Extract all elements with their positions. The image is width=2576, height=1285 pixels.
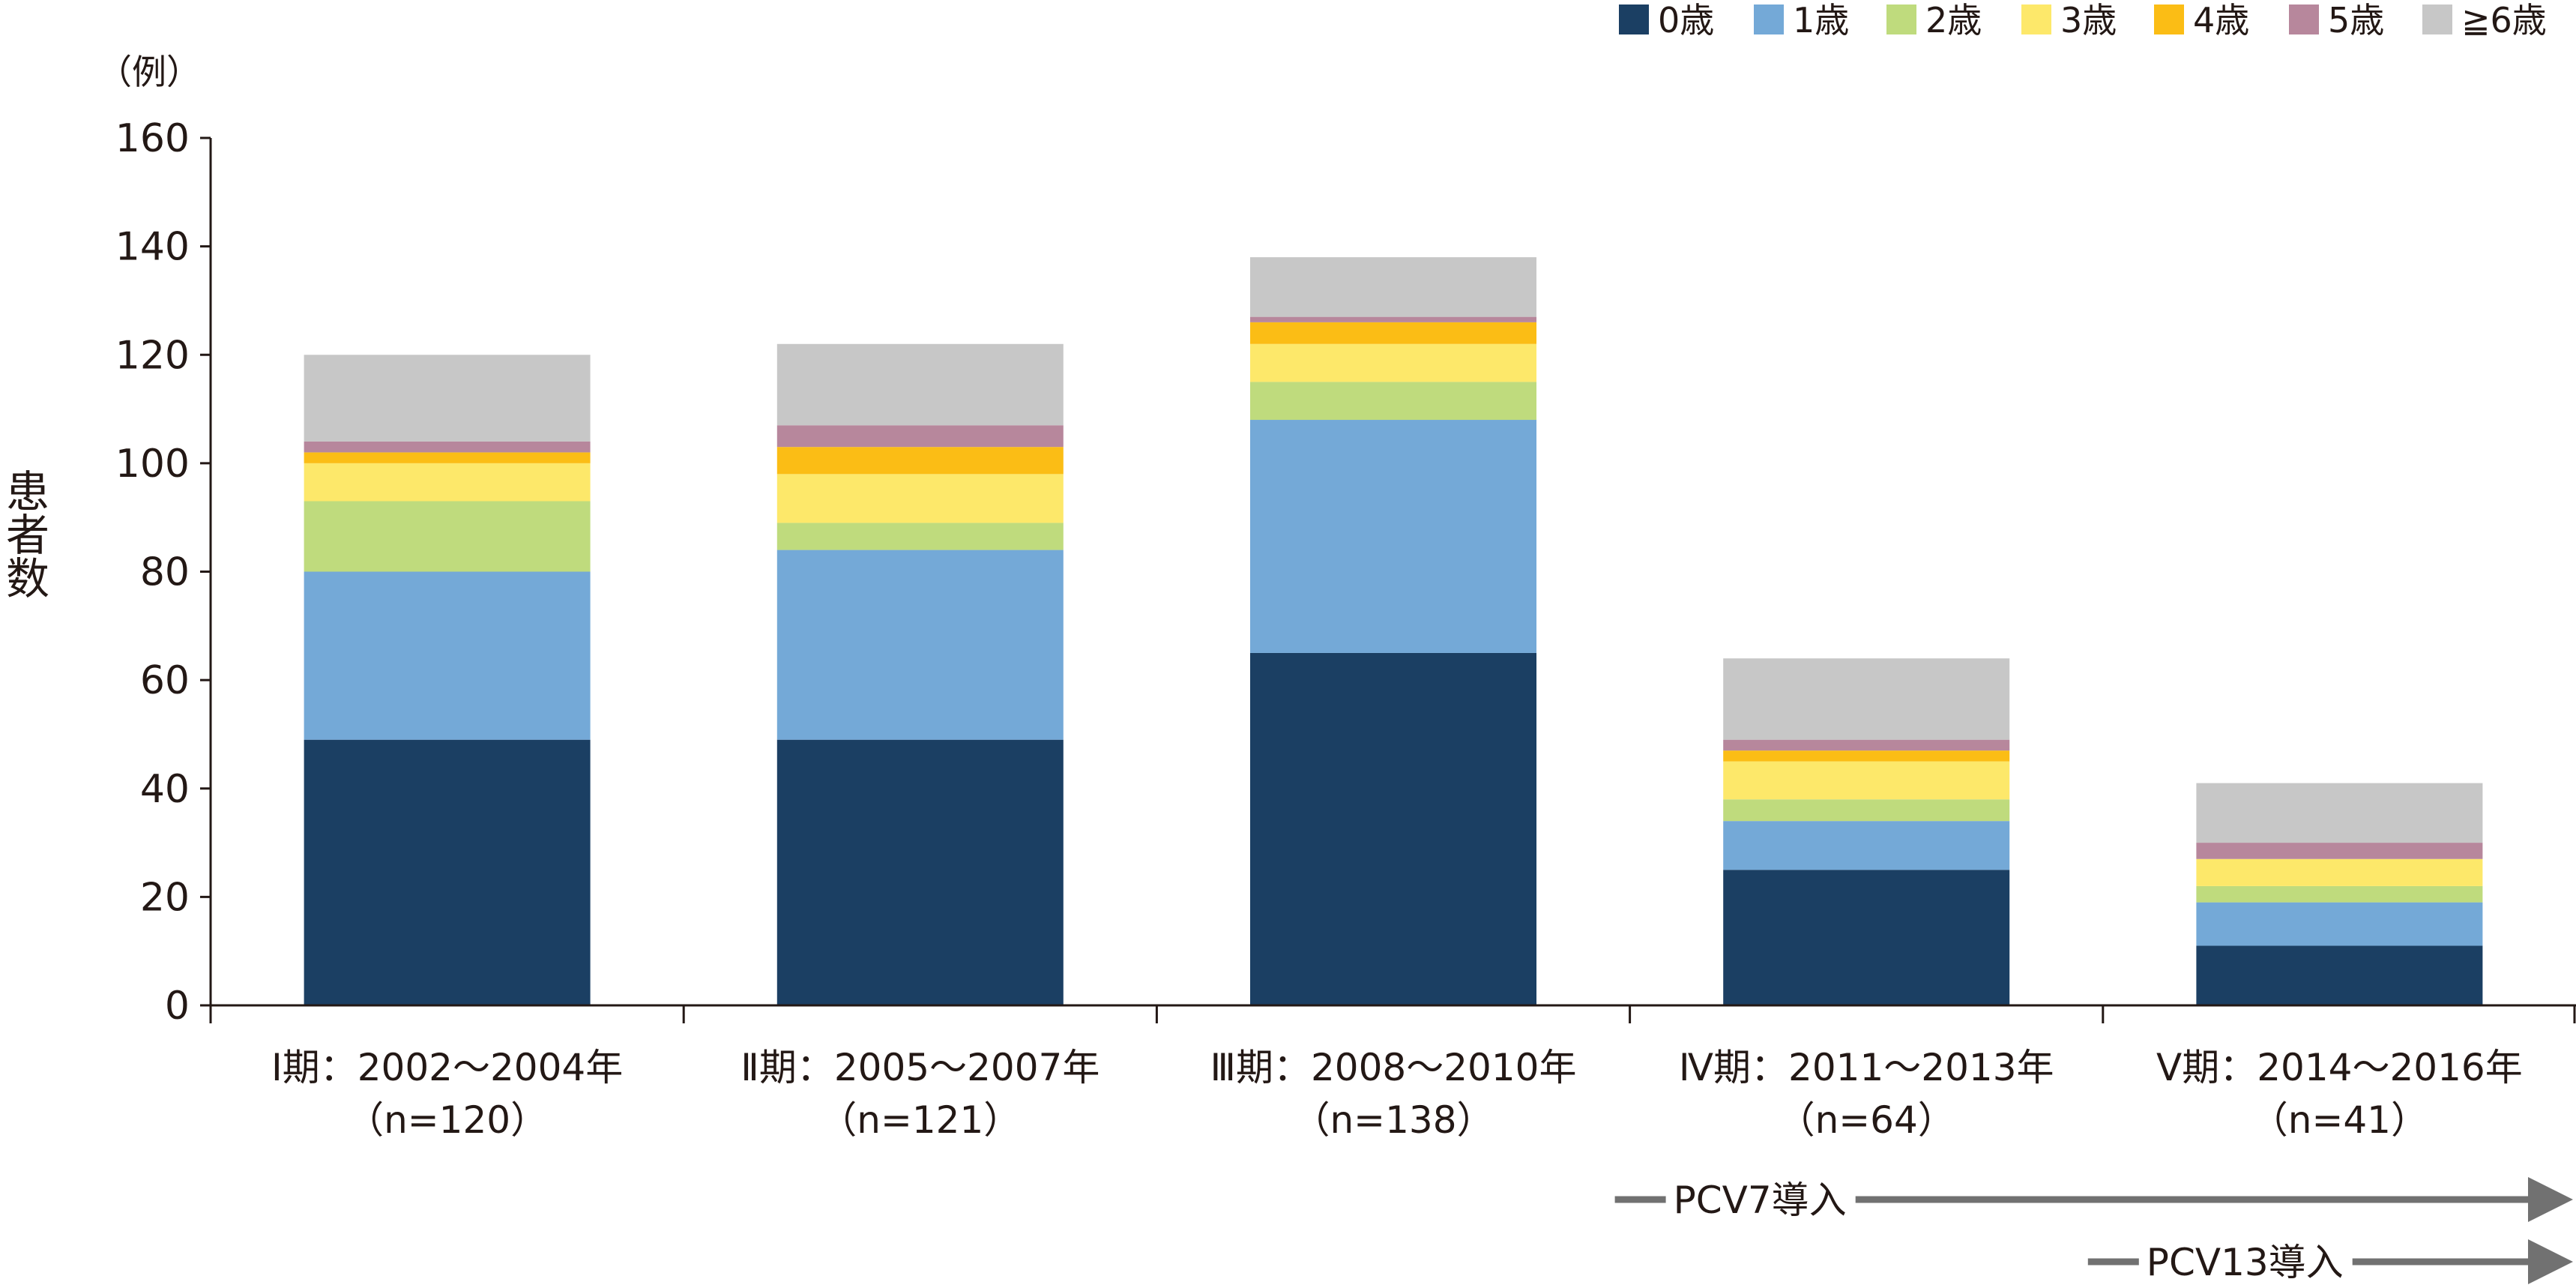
bar-segment	[1723, 658, 2010, 740]
legend-label: 5歳	[2328, 0, 2384, 40]
bar-segment	[304, 441, 591, 453]
bar-segment	[1250, 322, 1536, 344]
bar-segment	[304, 739, 591, 1005]
bar-segment	[776, 447, 1064, 475]
annotation-arrow: PCV13導入	[2087, 1239, 2573, 1284]
bar-segment	[1250, 652, 1536, 1005]
bar-segment	[776, 474, 1064, 523]
y-tick-label: 40	[140, 767, 190, 812]
x-tick-sublabel: （n=64）	[1778, 1098, 1955, 1142]
bar-segment	[304, 463, 591, 502]
bar-segment	[1723, 799, 2010, 822]
bar-segment	[2196, 858, 2483, 886]
bar-segment	[2196, 945, 2483, 1005]
legend-swatch	[2021, 4, 2051, 34]
bar-segment	[2196, 783, 2483, 843]
legend-label: 1歳	[1793, 0, 1849, 40]
legend-swatch	[2154, 4, 2184, 34]
bar-segment	[776, 739, 1064, 1005]
bar-segment	[1723, 821, 2010, 870]
arrow-head	[2528, 1177, 2573, 1222]
legend-label: 2歳	[1925, 0, 1982, 40]
bar-segment	[304, 571, 591, 740]
bar-segment	[304, 452, 591, 463]
bar-stack	[1250, 257, 1536, 1005]
arrow-head	[2528, 1239, 2573, 1284]
bar-segment	[304, 501, 591, 572]
annotation-label: PCV13導入	[2147, 1241, 2344, 1284]
bar-segment	[1723, 739, 2010, 751]
legend-item: 2歳	[1886, 0, 1982, 40]
bar-segment	[304, 355, 591, 442]
x-tick-sublabel: （n=121）	[819, 1098, 1021, 1142]
annotation-label: PCV7導入	[1674, 1179, 1847, 1222]
legend-item: 5歳	[2289, 0, 2384, 40]
bars	[304, 257, 2483, 1005]
y-axis-label: 患者数	[0, 469, 49, 599]
bar-segment	[2196, 843, 2483, 859]
legend-swatch	[1619, 4, 1649, 34]
legend-item: ≧6歳	[2422, 0, 2547, 40]
bar-stack	[1723, 658, 2010, 1005]
x-axis: Ⅰ期：2002～2004年 （n=120） Ⅱ期：2005～2007年 （n=121）…	[209, 1004, 2576, 1142]
x-tick-label: Ⅳ期：2011～2013年	[1679, 1046, 2054, 1089]
bar-segment	[1250, 382, 1536, 421]
legend-label: 4歳	[2193, 0, 2249, 40]
legend-label: 0歳	[1658, 0, 1714, 40]
annotations: PCV7導入 PCV13導入	[1614, 1177, 2573, 1284]
legend-item: 0歳	[1619, 0, 1714, 40]
x-tick-sublabel: （n=138）	[1292, 1098, 1494, 1142]
y-axis: 0 20 40 60 80 100 120 140 160	[115, 116, 212, 1029]
bar-segment	[776, 550, 1064, 740]
bar-segment	[1723, 750, 2010, 762]
bar-segment	[776, 343, 1064, 426]
x-tick-label: Ⅴ期：2014～2016年	[2156, 1046, 2523, 1089]
bar-stack	[776, 343, 1064, 1005]
legend-swatch	[2422, 4, 2452, 34]
legend: 0歳 1歳 2歳 3歳 4歳 5歳 ≧6歳	[1619, 0, 2547, 40]
y-tick-label: 0	[165, 984, 190, 1029]
y-tick-label: 80	[140, 550, 190, 595]
y-tick-label: 120	[115, 333, 190, 378]
x-tick-label: Ⅰ期：2002～2004年	[271, 1046, 623, 1089]
y-tick-label: 100	[115, 442, 190, 487]
bar-segment	[2196, 885, 2483, 903]
bar-segment	[1723, 870, 2010, 1005]
x-tick-sublabel: （n=41）	[2251, 1098, 2428, 1142]
x-tick-sublabel: （n=120）	[346, 1098, 548, 1142]
bar-stack	[2196, 783, 2483, 1005]
bar-segment	[1250, 257, 1536, 317]
bar-segment	[1250, 316, 1536, 322]
legend-swatch	[2289, 4, 2319, 34]
annotation-arrow: PCV7導入	[1614, 1177, 2573, 1222]
y-tick-label: 60	[140, 658, 190, 703]
legend-label: ≧6歳	[2461, 0, 2547, 40]
y-tick-label: 20	[140, 875, 190, 920]
bar-segment	[1723, 761, 2010, 800]
bar-segment	[1250, 343, 1536, 382]
legend-item: 3歳	[2021, 0, 2117, 40]
x-tick-label: Ⅲ期：2008～2010年	[1210, 1046, 1577, 1089]
y-tick-label: 140	[115, 225, 190, 270]
bar-segment	[1250, 420, 1536, 653]
y-tick-label: 160	[115, 116, 190, 161]
legend-swatch	[1754, 4, 1784, 34]
legend-item: 1歳	[1754, 0, 1849, 40]
legend-swatch	[1886, 4, 1916, 34]
bar-stack	[304, 355, 591, 1005]
bar-segment	[776, 523, 1064, 550]
bar-segment	[2196, 902, 2483, 946]
legend-item: 4歳	[2154, 0, 2249, 40]
y-axis-unit: （例）	[97, 52, 201, 92]
bar-segment	[776, 425, 1064, 448]
legend-label: 3歳	[2060, 0, 2117, 40]
x-tick-label: Ⅱ期：2005～2007年	[740, 1046, 1100, 1089]
